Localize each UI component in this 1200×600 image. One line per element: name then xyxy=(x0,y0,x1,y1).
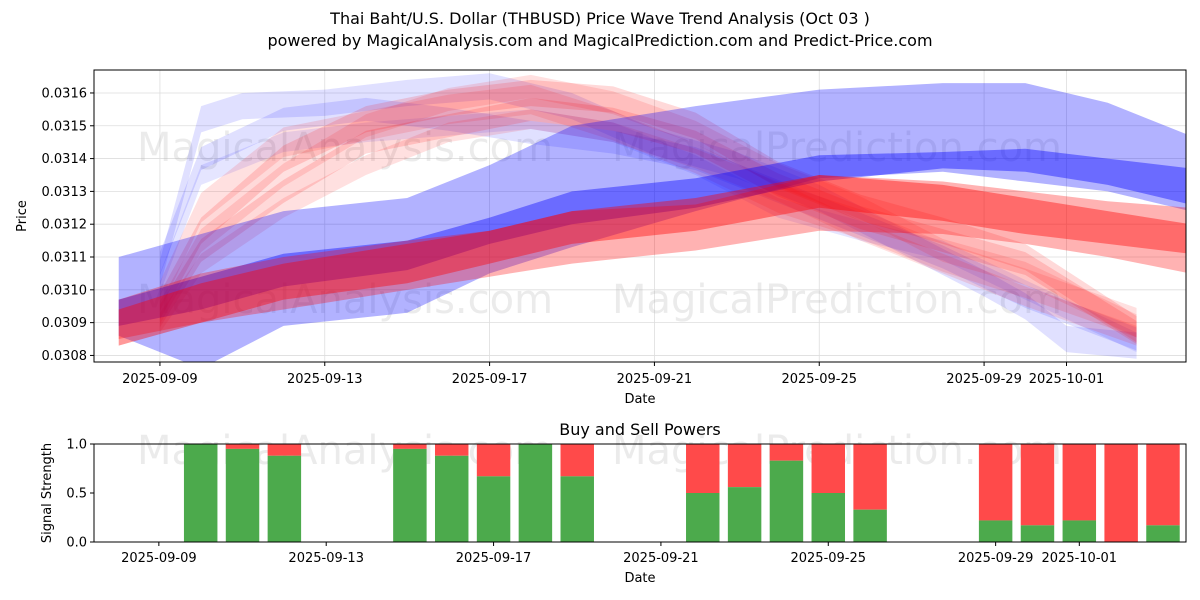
watermark-prediction-top: MagicalPrediction.com xyxy=(612,125,1062,171)
sell-bar-8 xyxy=(686,444,720,493)
wave-band-0 xyxy=(159,73,1137,359)
price-x-tick-label-3: 2025-09-21 xyxy=(617,372,693,387)
powers-x-tick-label-1: 2025-09-13 xyxy=(288,551,364,566)
watermark-analysis-mid: MagicalAnalysis.com xyxy=(137,277,553,323)
buy-bar-12 xyxy=(853,509,887,542)
price-y-tick-label-7: 0.0315 xyxy=(42,119,88,134)
buy-bar-6 xyxy=(518,444,553,542)
sell-bar-17 xyxy=(1146,444,1180,526)
powers-title: Buy and Sell Powers xyxy=(559,420,721,439)
buy-bar-8 xyxy=(686,493,720,542)
buy-bar-2 xyxy=(267,455,302,542)
sell-bar-14 xyxy=(1020,444,1055,526)
powers-y-tick-label-1: 0.5 xyxy=(66,487,87,502)
price-y-tick-label-4: 0.0312 xyxy=(42,218,88,233)
buy-bar-11 xyxy=(811,493,846,542)
powers-x-tick-label-4: 2025-09-25 xyxy=(790,551,866,566)
buy-bar-17 xyxy=(1146,525,1180,542)
powers-y-axis-label: Signal Strength xyxy=(40,443,55,543)
powers-x-tick-label-5: 2025-09-29 xyxy=(958,551,1034,566)
price-x-ticks: 2025-09-09 2025-09-13 2025-09-17 2025-09-21… xyxy=(122,362,1104,387)
price-y-tick-label-3: 0.0311 xyxy=(42,251,88,266)
price-y-tick-label-0: 0.0308 xyxy=(42,349,88,364)
price-x-axis-label: Date xyxy=(624,392,655,407)
buy-bar-1 xyxy=(225,448,260,542)
price-x-tick-label-6: 2025-10-01 xyxy=(1029,372,1105,387)
price-y-tick-label-6: 0.0314 xyxy=(42,152,88,167)
trend-band-blue-wide xyxy=(118,83,1186,362)
powers-x-tick-label-0: 2025-09-09 xyxy=(121,551,197,566)
price-x-tick-label-1: 2025-09-13 xyxy=(287,372,363,387)
trend-band-red-narrow xyxy=(118,174,1186,346)
powers-x-tick-label-3: 2025-09-21 xyxy=(623,551,699,566)
price-y-tick-label-5: 0.0313 xyxy=(42,185,88,200)
wave-band-1 xyxy=(159,97,1137,351)
sell-bar-1 xyxy=(225,444,260,449)
buy-bar-15 xyxy=(1062,520,1097,542)
sell-bar-10 xyxy=(769,444,804,461)
sell-bar-2 xyxy=(267,444,302,456)
price-y-ticks: 0.0308 0.0309 0.0310 0.0311 0.0312 0.0313 0.03… xyxy=(42,86,94,364)
sell-bar-16 xyxy=(1104,444,1138,542)
sell-bar-13 xyxy=(978,444,1013,521)
powers-bars xyxy=(183,444,1180,542)
buy-bar-14 xyxy=(1020,525,1055,542)
watermark-prediction-mid: MagicalPrediction.com xyxy=(612,277,1062,323)
buy-bar-7 xyxy=(560,476,594,542)
price-y-tick-label-8: 0.0316 xyxy=(42,86,88,101)
trend-band-blue-narrow xyxy=(118,148,1186,326)
sell-bar-12 xyxy=(853,444,887,510)
price-bands xyxy=(118,73,1186,362)
price-x-tick-label-5: 2025-09-29 xyxy=(946,372,1022,387)
trend-band-red-wide xyxy=(118,174,1186,340)
powers-x-tick-label-2: 2025-09-17 xyxy=(456,551,532,566)
price-watermarks: MagicalAnalysis.com MagicalPrediction.co… xyxy=(137,125,1062,323)
sell-bar-4 xyxy=(434,444,469,456)
price-grid xyxy=(94,70,1186,362)
buy-bar-5 xyxy=(476,476,511,542)
powers-x-tick-label-6: 2025-10-01 xyxy=(1042,551,1118,566)
sell-bar-11 xyxy=(811,444,846,493)
price-x-tick-label-0: 2025-09-09 xyxy=(122,372,198,387)
price-x-tick-label-2: 2025-09-17 xyxy=(452,372,528,387)
buy-bar-3 xyxy=(393,448,427,542)
buy-bar-9 xyxy=(727,487,762,542)
buy-bar-4 xyxy=(434,455,469,542)
powers-y-tick-label-0: 0.0 xyxy=(66,536,87,551)
powers-x-axis-label: Date xyxy=(624,571,655,586)
powers-y-ticks: 0.0 0.5 1.0 xyxy=(66,438,94,551)
chart-subtitle: powered by MagicalAnalysis.com and Magic… xyxy=(267,31,933,50)
chart-title: Thai Baht/U.S. Dollar (THBUSD) Price Wav… xyxy=(330,9,870,28)
powers-y-tick-label-2: 1.0 xyxy=(66,438,87,453)
price-y-tick-label-1: 0.0309 xyxy=(42,316,88,331)
powers-x-ticks: 2025-09-09 2025-09-13 2025-09-17 2025-09-21… xyxy=(121,542,1117,566)
price-y-axis-label: Price xyxy=(15,200,30,232)
buy-bar-13 xyxy=(978,520,1013,542)
price-axes-frame xyxy=(93,69,1187,363)
buy-bar-10 xyxy=(769,460,804,542)
buy-bar-0 xyxy=(183,444,218,542)
price-y-tick-label-2: 0.0310 xyxy=(42,283,88,298)
sell-bar-3 xyxy=(393,444,427,449)
sell-bar-7 xyxy=(560,444,594,477)
price-x-tick-label-4: 2025-09-25 xyxy=(781,372,857,387)
wave-band-5 xyxy=(159,84,1137,338)
sell-bar-15 xyxy=(1062,444,1097,521)
watermark-analysis-top: MagicalAnalysis.com xyxy=(137,125,553,171)
sell-bar-9 xyxy=(727,444,762,488)
sell-bar-5 xyxy=(476,444,511,477)
